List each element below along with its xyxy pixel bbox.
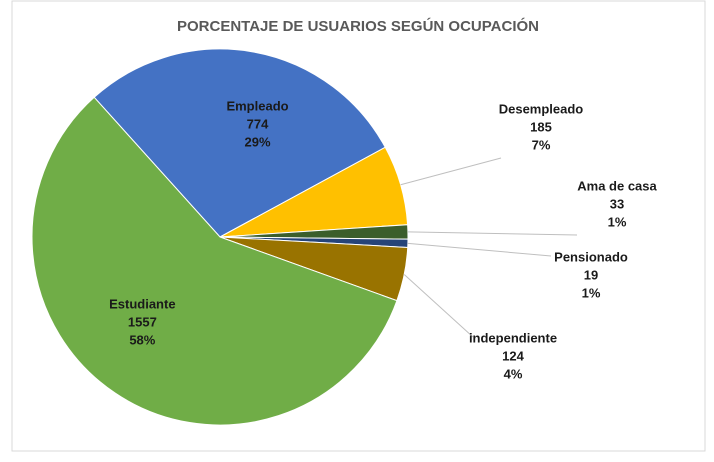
data-label-percent: 58% bbox=[129, 332, 155, 347]
leader-line bbox=[400, 157, 502, 186]
data-label-value: 1557 bbox=[128, 314, 157, 329]
data-label-value: 185 bbox=[530, 119, 552, 134]
data-label-name: Pensionado bbox=[554, 249, 628, 264]
data-label-name: Estudiante bbox=[109, 296, 175, 311]
data-label-name: independiente bbox=[469, 330, 557, 345]
leader-line bbox=[403, 274, 474, 338]
data-label-value: 774 bbox=[247, 117, 269, 132]
data-label-value: 19 bbox=[584, 267, 598, 282]
leader-line bbox=[407, 231, 578, 236]
pie-slice bbox=[31, 96, 398, 426]
chart-title: PORCENTAJE DE USUARIOS SEGÚN OCUPACIÓN bbox=[177, 17, 539, 35]
data-label-value: 33 bbox=[610, 196, 624, 211]
data-label-percent: 7% bbox=[532, 137, 551, 152]
data-label-name: Empleado bbox=[226, 99, 288, 114]
data-label-value: 124 bbox=[502, 348, 524, 363]
data-label-percent: 1% bbox=[582, 285, 601, 300]
data-label-percent: 1% bbox=[608, 214, 627, 229]
leader-line bbox=[407, 242, 552, 257]
data-label-percent: 29% bbox=[245, 135, 271, 150]
pie-slice bbox=[93, 48, 386, 238]
data-label-percent: 4% bbox=[504, 366, 523, 381]
data-label-name: Desempleado bbox=[499, 101, 584, 116]
data-label-name: Ama de casa bbox=[577, 178, 657, 193]
